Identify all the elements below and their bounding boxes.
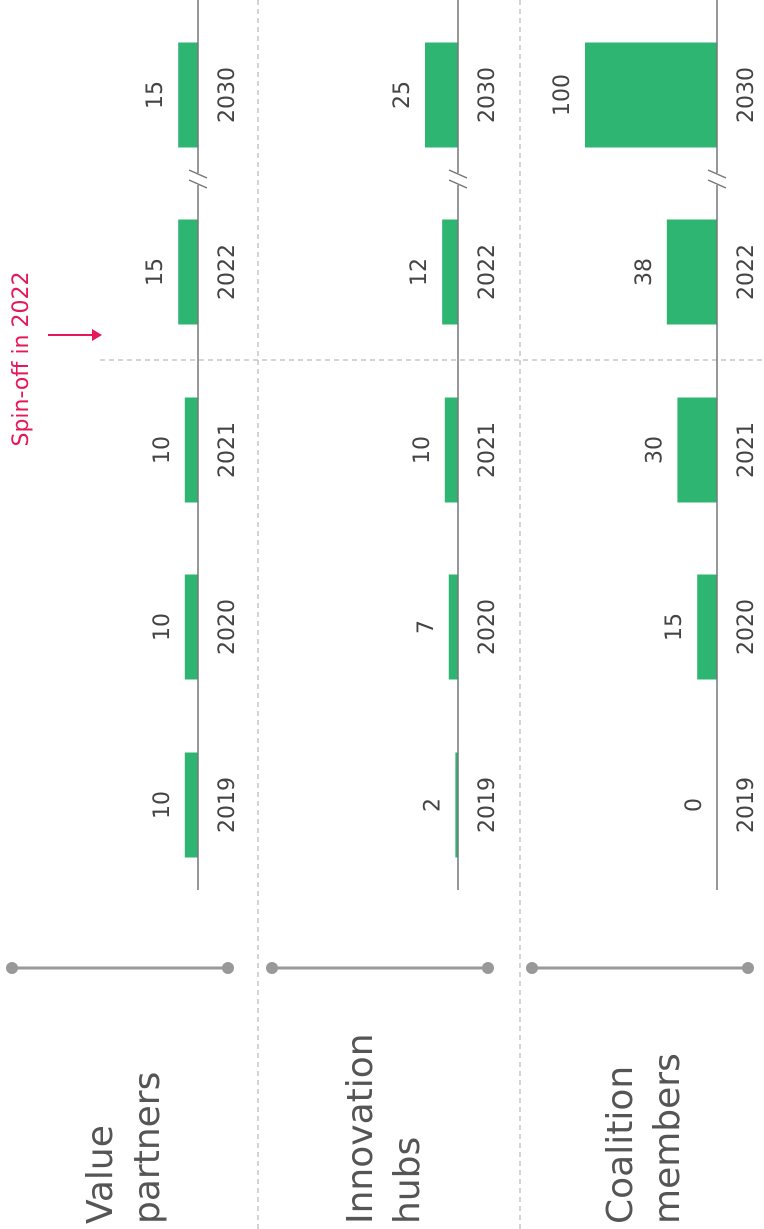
bar xyxy=(697,574,718,680)
bar xyxy=(442,219,459,325)
x-tick-label: 2019 xyxy=(734,777,759,833)
bar xyxy=(178,42,198,148)
value-label: 30 xyxy=(642,436,667,464)
x-tick-label: 2022 xyxy=(734,244,759,300)
bar xyxy=(677,397,718,503)
value-label: 10 xyxy=(150,613,175,641)
connector-dot xyxy=(482,962,494,974)
connector-dot xyxy=(222,962,234,974)
x-tick-label: 2021 xyxy=(734,422,759,478)
x-tick-label: 2021 xyxy=(215,422,240,478)
annotation: Spin-off in 2022 xyxy=(9,272,34,447)
x-tick-label: 2030 xyxy=(215,67,240,123)
axis-break xyxy=(188,169,208,179)
bar xyxy=(184,574,199,680)
x-tick-label: 2022 xyxy=(215,244,240,300)
connector-dot xyxy=(266,962,278,974)
value-label: 0 xyxy=(682,798,707,812)
panel-title: Coalition xyxy=(600,1066,641,1224)
x-tick-label: 2030 xyxy=(734,67,759,123)
x-tick-label: 2030 xyxy=(475,67,500,123)
bar xyxy=(666,219,718,325)
value-label: 100 xyxy=(550,74,575,116)
value-label: 10 xyxy=(150,436,175,464)
x-tick-label: 2019 xyxy=(215,777,240,833)
bar xyxy=(425,42,458,148)
value-label: 12 xyxy=(407,258,432,286)
bar xyxy=(178,219,198,325)
x-tick-label: 2022 xyxy=(475,244,500,300)
panel-title: hubs xyxy=(387,1137,428,1224)
value-label: 10 xyxy=(150,791,175,819)
value-label: 25 xyxy=(390,81,415,109)
axis-break xyxy=(707,169,727,179)
bar xyxy=(585,42,717,148)
bar xyxy=(184,397,199,503)
arrow-head xyxy=(92,329,102,341)
x-tick-label: 2019 xyxy=(475,777,500,833)
value-label: 2 xyxy=(420,798,445,812)
bar xyxy=(448,574,459,680)
axis-break xyxy=(707,179,727,189)
x-tick-label: 2021 xyxy=(475,422,500,478)
axis-break xyxy=(448,169,468,179)
panel-title: partners xyxy=(127,1072,168,1224)
value-label: 38 xyxy=(632,258,657,286)
value-label: 15 xyxy=(662,613,687,641)
bar xyxy=(444,397,458,503)
panel-title: members xyxy=(647,1053,688,1224)
value-label: 15 xyxy=(143,258,168,286)
panel-title: Innovation xyxy=(340,1033,381,1224)
connector-dot xyxy=(526,962,538,974)
bar xyxy=(184,752,199,858)
axis-break xyxy=(188,179,208,189)
value-label: 7 xyxy=(414,620,439,634)
value-label: 10 xyxy=(410,436,435,464)
connector-dot xyxy=(742,962,754,974)
axis-break xyxy=(448,179,468,189)
value-label: 15 xyxy=(143,81,168,109)
x-tick-label: 2020 xyxy=(475,599,500,655)
panel-title: Value xyxy=(80,1125,121,1224)
x-tick-label: 2020 xyxy=(734,599,759,655)
connector-dot xyxy=(6,962,18,974)
x-tick-label: 2020 xyxy=(215,599,240,655)
